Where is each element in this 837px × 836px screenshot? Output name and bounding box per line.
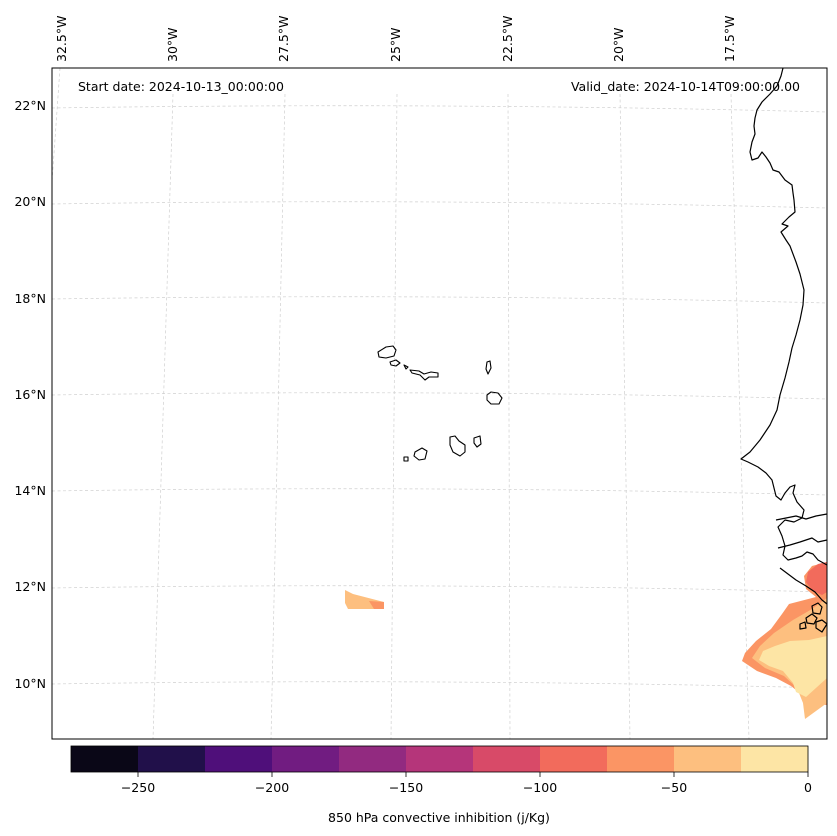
lat-line-18 [51,296,828,304]
lat-label-16: 16°N [14,387,46,402]
coastline-bijagos-3 [815,619,828,633]
lat-label-10: 10°N [14,676,46,691]
lon-label-30: 30°W [165,27,180,62]
colorbar-ticks: −250 −200 −150 −100 −50 0 [121,772,812,795]
map-frame [51,67,828,740]
cin-se-strong [806,562,827,595]
colorbar-tick-100: −100 [523,780,557,795]
coastline-mainland [740,67,828,566]
map-frame-border [51,67,828,740]
colorbar-tick-50: −50 [661,780,687,795]
colorbar-tick-150: −150 [389,780,423,795]
lat-line-14 [51,488,828,496]
coastline-bijagos-1 [811,602,823,615]
colorbar: −250 −200 −150 −100 −50 0 850 hPa convec… [70,745,812,825]
lon-label-17-5: 17.5°W [722,16,737,62]
lon-label-22-5: 22.5°W [500,16,515,62]
coastline-senegal-south [775,513,828,521]
colorbar-cell-10 [741,746,809,772]
colorbar-cell-6 [473,746,541,772]
lon-line-32-5 [51,67,61,183]
coastline-bijagos-4 [799,621,807,630]
island-santiago [449,435,466,457]
colorbar-cell-4 [339,746,407,772]
lat-line-12 [51,585,828,593]
island-santa-luzia [403,364,409,370]
colorbar-cell-3 [272,746,340,772]
cape-verde-islands [377,345,503,462]
african-coastline [740,67,828,633]
start-date-label: Start date: 2024-10-13_00:00:00 [78,79,284,94]
valid-date-label: Valid_date: 2024-10-14T09:00:00.00 [571,79,800,94]
island-sal [485,360,492,375]
lon-label-27-5: 27.5°W [276,16,291,62]
cin-se-lightest [759,636,827,697]
colorbar-cell-0 [71,746,139,772]
colorbar-cell-2 [205,746,273,772]
lat-label-12: 12°N [14,579,46,594]
colorbar-tick-200: −200 [255,780,289,795]
colorbar-label: 850 hPa convective inhibition (j/Kg) [328,810,550,825]
island-sao-vicente [389,359,401,367]
colorbar-cells [71,746,809,772]
lat-line-16 [51,392,828,400]
island-santo-antao [377,345,397,359]
lat-label-22: 22°N [14,98,46,113]
colorbar-tick-250: −250 [121,780,155,795]
colorbar-cell-9 [674,746,742,772]
lon-label-25: 25°W [388,27,403,62]
island-boa-vista [486,391,503,405]
cin-patch-west-core [369,601,384,609]
island-fogo [413,447,428,461]
longitude-labels: 32.5°W 30°W 27.5°W 25°W 22.5°W 20°W 17.5… [54,16,737,62]
lon-label-32-5: 32.5°W [54,16,69,62]
lat-label-14: 14°N [14,483,46,498]
lat-line-20 [51,201,828,209]
lat-line-10 [51,681,828,689]
lat-label-18: 18°N [14,291,46,306]
lat-line-22 [51,105,828,113]
coastline-bijagos-2 [805,613,818,625]
colorbar-cell-1 [138,746,206,772]
colorbar-cell-7 [540,746,608,772]
colorbar-cell-8 [607,746,675,772]
map-graticule [51,67,828,740]
cin-field [345,562,827,719]
island-maio [473,435,482,448]
colorbar-tick-0: 0 [804,780,812,795]
coastline-guinea-bissau [779,567,828,605]
colorbar-outline [70,745,809,773]
island-sao-nicolau [409,369,439,381]
latitude-labels: 22°N 20°N 18°N 16°N 14°N 12°N 10°N [14,98,46,691]
lon-label-20: 20°W [611,27,626,62]
colorbar-cell-5 [406,746,474,772]
lat-label-20: 20°N [14,194,46,209]
coastline-gambia-inlet [777,537,828,549]
island-brava [403,456,409,462]
